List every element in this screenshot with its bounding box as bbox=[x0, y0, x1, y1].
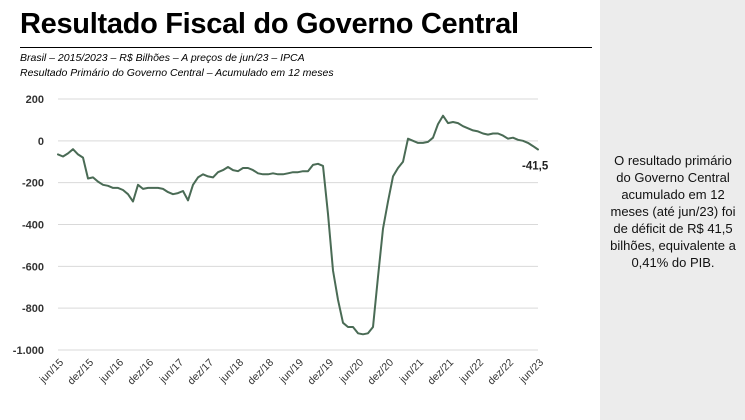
chart-subtitle-series: Resultado Primário do Governo Central – … bbox=[20, 67, 334, 79]
x-tick-label: jun/21 bbox=[397, 357, 427, 387]
x-tick-label: dez/16 bbox=[125, 357, 156, 388]
summary-panel: O resultado primário do Governo Central … bbox=[600, 0, 745, 420]
x-tick-label: jun/18 bbox=[217, 357, 247, 387]
x-tick-label: dez/20 bbox=[365, 357, 396, 388]
x-tick-label: jun/22 bbox=[457, 357, 487, 387]
summary-note: O resultado primário do Governo Central … bbox=[610, 153, 736, 270]
x-tick-label: dez/21 bbox=[425, 357, 456, 388]
series-line bbox=[57, 114, 539, 336]
page-title: Resultado Fiscal do Governo Central bbox=[20, 8, 519, 40]
chart-subtitle: Brasil – 2015/2023 – R$ Bilhões – A preç… bbox=[20, 52, 305, 64]
x-tick-label: jun/17 bbox=[157, 357, 187, 387]
x-tick-label: dez/15 bbox=[65, 357, 96, 388]
y-tick-label: 200 bbox=[26, 94, 44, 106]
x-tick-label: dez/19 bbox=[305, 357, 336, 388]
y-tick-label: -400 bbox=[22, 220, 44, 232]
x-tick-label: dez/17 bbox=[185, 357, 216, 388]
x-tick-label: dez/18 bbox=[245, 357, 276, 388]
x-tick-label: jun/23 bbox=[517, 357, 547, 387]
y-tick-label: 0 bbox=[38, 136, 44, 148]
title-divider bbox=[20, 47, 592, 48]
x-tick-label: jun/16 bbox=[97, 357, 127, 387]
x-tick-label: jun/20 bbox=[337, 357, 367, 387]
y-tick-label: -200 bbox=[22, 178, 44, 190]
end-value-label: -41,5 bbox=[522, 161, 549, 173]
y-tick-label: -800 bbox=[22, 303, 44, 315]
y-tick-label: -600 bbox=[22, 261, 44, 273]
x-tick-label: jun/15 bbox=[37, 357, 67, 387]
x-tick-label: dez/22 bbox=[485, 357, 516, 388]
chart-area: Resultado Fiscal do Governo Central Bras… bbox=[13, 8, 592, 388]
y-tick-label: -1.000 bbox=[13, 345, 44, 357]
x-tick-label: jun/19 bbox=[277, 357, 307, 387]
